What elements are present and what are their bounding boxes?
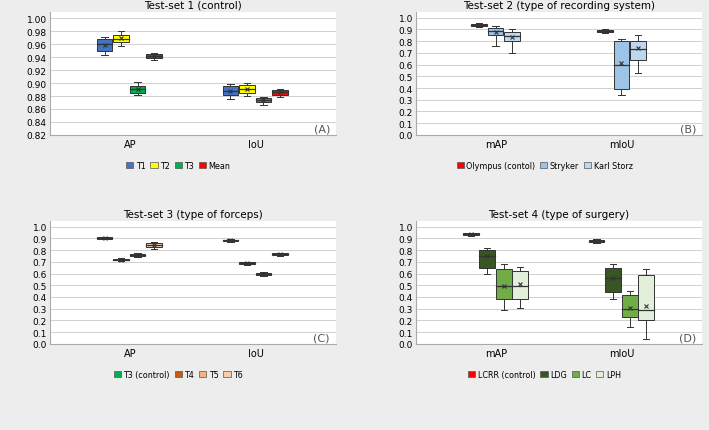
Legend: T3 (control), T4, T5, T6: T3 (control), T4, T5, T6 (114, 370, 243, 379)
Bar (239, 86, 255, 94)
Legend: LCRR (control), LDG, LC, LPH: LCRR (control), LDG, LC, LPH (468, 370, 621, 379)
Bar (130, 254, 145, 256)
Title: Test-set 2 (type of recording system): Test-set 2 (type of recording system) (463, 1, 655, 11)
Text: (A): (A) (313, 124, 330, 134)
Bar (463, 234, 479, 236)
Bar (256, 99, 272, 103)
Bar (471, 25, 487, 27)
Title: Test-set 3 (type of forceps): Test-set 3 (type of forceps) (123, 209, 262, 219)
Bar (146, 243, 162, 248)
Text: (B): (B) (680, 124, 696, 134)
Bar (479, 251, 495, 268)
Title: Test-set 1 (control): Test-set 1 (control) (144, 1, 242, 11)
Bar (496, 269, 512, 300)
Bar (272, 91, 288, 95)
Bar (630, 42, 646, 61)
Bar (130, 86, 145, 94)
Legend: Olympus (contol), Stryker, Karl Storz: Olympus (contol), Stryker, Karl Storz (457, 162, 632, 171)
Text: (C): (C) (313, 333, 330, 343)
Bar (622, 295, 637, 317)
Bar (605, 268, 621, 292)
Bar (272, 254, 288, 255)
Bar (597, 31, 613, 33)
Title: Test-set 4 (type of surgery): Test-set 4 (type of surgery) (489, 209, 630, 219)
Bar (96, 238, 113, 239)
Bar (504, 34, 520, 42)
Bar (613, 42, 630, 90)
Bar (239, 263, 255, 264)
Bar (256, 273, 272, 276)
Bar (513, 272, 528, 300)
Bar (638, 275, 654, 321)
Bar (146, 55, 162, 59)
Bar (96, 40, 113, 52)
Bar (223, 87, 238, 95)
Bar (588, 240, 605, 242)
Text: (D): (D) (679, 333, 696, 343)
Bar (223, 240, 238, 242)
Bar (113, 259, 129, 261)
Bar (113, 36, 129, 43)
Legend: T1, T2, T3, Mean: T1, T2, T3, Mean (126, 162, 230, 171)
Bar (488, 29, 503, 36)
